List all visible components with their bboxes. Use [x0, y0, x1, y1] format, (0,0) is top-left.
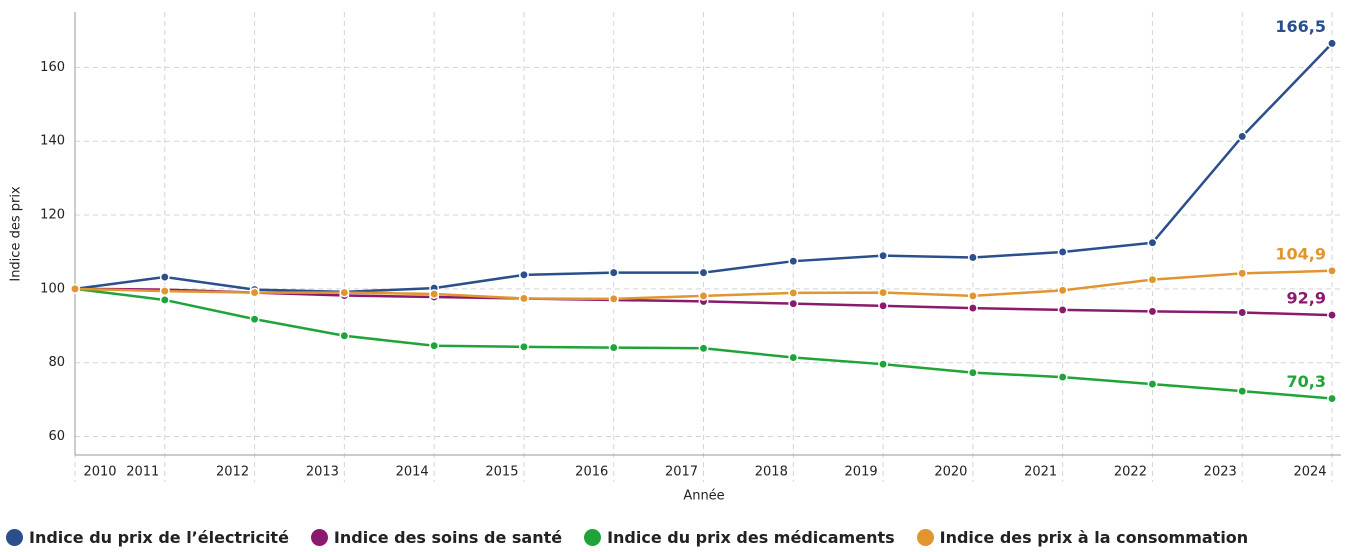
- legend-label: Indice du prix de l’électricité: [29, 528, 289, 547]
- x-tick-label: 2014: [396, 465, 429, 480]
- point: [1327, 38, 1337, 49]
- point: [429, 340, 440, 351]
- legend-label: Indice des prix à la consommation: [939, 528, 1249, 547]
- legend-item: Indice du prix des médicaments: [584, 528, 895, 547]
- y-tick-label: 140: [40, 134, 65, 149]
- point: [1237, 307, 1248, 318]
- legend-item: Indice du prix de l’électricité: [6, 528, 289, 547]
- point: [788, 298, 799, 309]
- legend-swatch: [916, 529, 934, 546]
- x-tick-label: 2024: [1293, 465, 1326, 480]
- point: [70, 283, 80, 294]
- point: [518, 341, 529, 352]
- legend-swatch: [6, 529, 23, 546]
- point: [1057, 247, 1068, 257]
- x-tick-label: 2023: [1204, 465, 1237, 480]
- point: [967, 367, 978, 378]
- x-tick-label: 2020: [934, 465, 967, 480]
- point: [1237, 131, 1248, 142]
- y-tick-label: 160: [40, 60, 65, 75]
- y-tick-label: 100: [40, 281, 65, 296]
- x-axis-title: Année: [683, 489, 724, 504]
- point: [1147, 274, 1158, 285]
- x-tick-label: 2011: [126, 465, 159, 480]
- point: [1147, 379, 1158, 390]
- x-tick-label: 2012: [216, 465, 249, 480]
- point: [967, 252, 978, 263]
- legend-swatch: [584, 529, 602, 546]
- point: [159, 286, 170, 297]
- point: [788, 256, 799, 267]
- point: [1327, 310, 1337, 321]
- point: [518, 269, 529, 280]
- point: [878, 287, 889, 298]
- point: [249, 314, 260, 325]
- legend: Indice du prix de l’électricité Indice de…: [6, 528, 1248, 547]
- legend-swatch: [310, 529, 328, 546]
- x-tick-label: 2015: [485, 465, 518, 480]
- point: [518, 293, 529, 304]
- point: [339, 287, 350, 298]
- value-label: 70,3: [1287, 372, 1326, 391]
- point: [608, 342, 619, 353]
- point: [1237, 386, 1248, 397]
- point: [698, 290, 709, 301]
- x-tick-label: 2013: [306, 465, 339, 480]
- point: [878, 300, 889, 311]
- point: [429, 289, 440, 299]
- point: [788, 287, 799, 298]
- point: [1057, 285, 1068, 296]
- value-label: 166,5: [1275, 17, 1326, 36]
- point: [159, 295, 170, 305]
- point: [1147, 237, 1158, 248]
- x-tick-label: 2021: [1024, 465, 1057, 480]
- point: [1237, 268, 1248, 279]
- point: [1327, 265, 1337, 276]
- point: [788, 352, 799, 363]
- point: [967, 303, 978, 314]
- legend-item: Indice des soins de santé: [310, 528, 563, 547]
- point: [1147, 306, 1158, 317]
- x-tick-label: 2010: [83, 465, 116, 480]
- point: [698, 343, 709, 354]
- point: [967, 290, 978, 301]
- x-tick-label: 2016: [575, 465, 608, 480]
- point: [878, 250, 889, 261]
- point: [608, 293, 619, 304]
- legend-item: Indice des prix à la consommation: [916, 528, 1249, 547]
- x-tick-label: 2018: [755, 465, 788, 480]
- point: [249, 287, 260, 298]
- y-tick-label: 80: [48, 355, 65, 370]
- x-tick-label: 2017: [665, 465, 698, 480]
- point: [159, 272, 170, 283]
- point: [1057, 372, 1068, 383]
- y-tick-label: 60: [48, 429, 65, 444]
- value-label: 104,9: [1275, 244, 1326, 263]
- x-tick-label: 2022: [1114, 465, 1147, 480]
- x-tick-label: 2019: [845, 465, 878, 480]
- value-label: 92,9: [1287, 289, 1326, 308]
- chart: Indice des prix Année 60 80 100 120 140 160 20…: [9, 12, 1341, 504]
- point: [878, 359, 889, 370]
- point: [1057, 304, 1068, 315]
- y-axis-title: Indice des prix: [9, 186, 24, 282]
- point: [1327, 393, 1337, 404]
- y-tick-label: 120: [40, 208, 65, 223]
- legend-label: Indice des soins de santé: [333, 528, 563, 547]
- legend-label: Indice du prix des médicaments: [607, 528, 895, 547]
- point: [698, 267, 709, 278]
- point: [608, 267, 619, 278]
- point: [339, 330, 350, 341]
